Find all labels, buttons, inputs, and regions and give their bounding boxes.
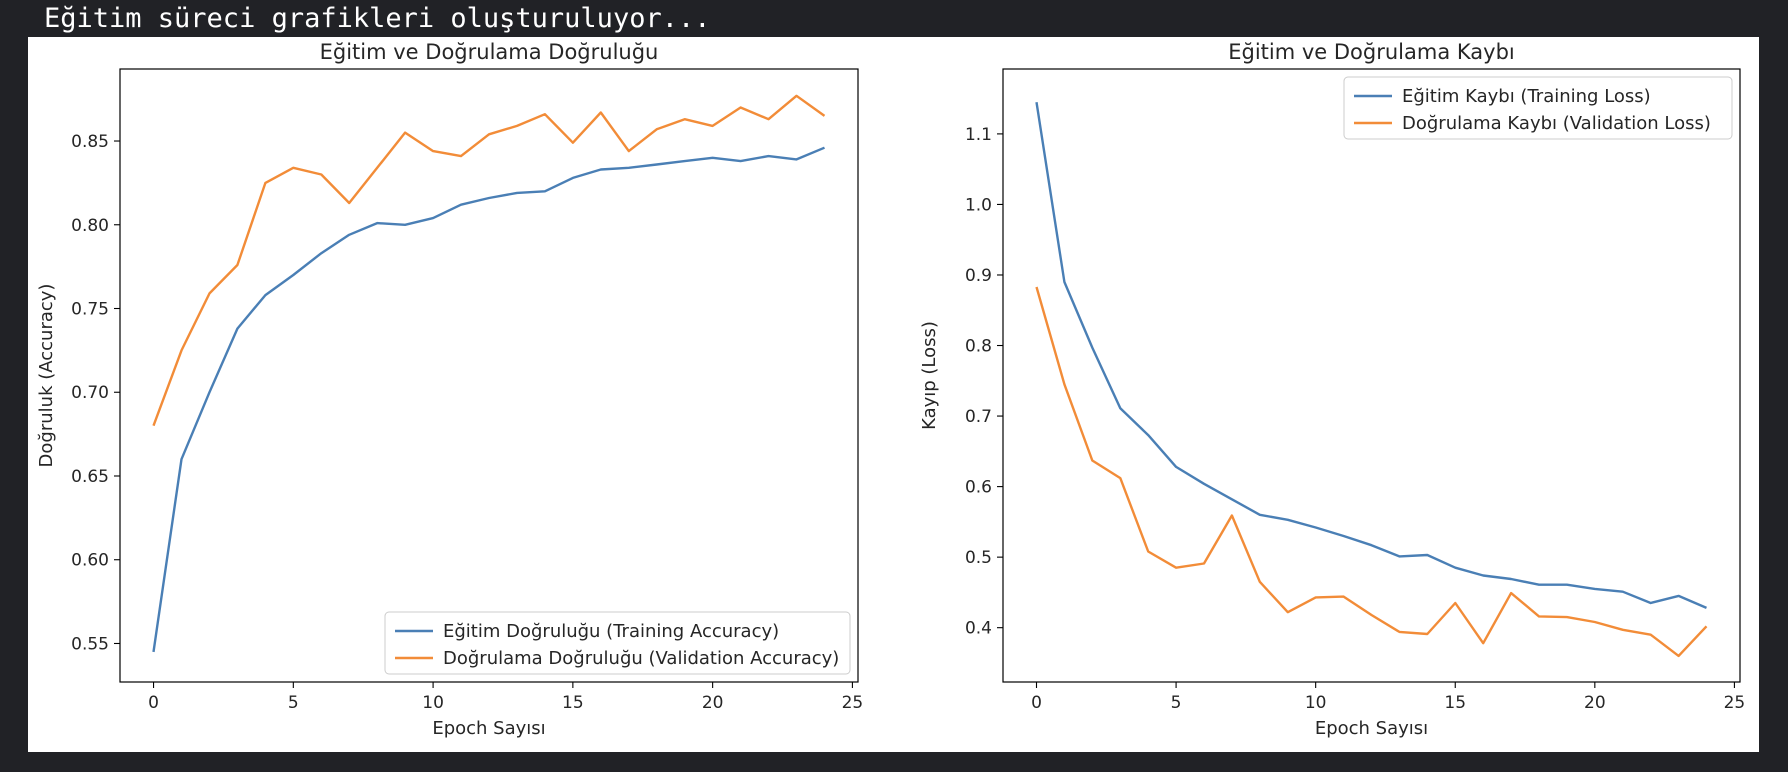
x-axis-label: Epoch Sayısı — [1315, 718, 1428, 739]
y-axis-label: Kayıp (Loss) — [919, 321, 940, 430]
x-tick-label: 0 — [148, 693, 159, 713]
y-tick-label: 1.0 — [965, 195, 992, 215]
legend-entry: Eğitim Kaybı (Training Loss) — [1402, 86, 1651, 107]
legend: Eğitim Doğruluğu (Training Accuracy) Doğr… — [384, 611, 851, 675]
validation-series-line — [1035, 286, 1708, 658]
chart-title: Eğitim ve Doğrulama Doğruluğu — [320, 40, 659, 64]
accuracy-chart: Eğitim ve Doğrulama Doğruluğu 0 5 10 15 20 25 0… — [36, 40, 863, 739]
x-tick-label: 10 — [422, 693, 444, 713]
training-series-line — [1035, 102, 1707, 610]
y-tick-label: 0.8 — [965, 337, 992, 357]
x-tick-label: 15 — [1444, 693, 1466, 713]
x-tick-label: 20 — [702, 693, 724, 713]
x-tick-label: 25 — [1724, 693, 1746, 713]
training-series-line — [152, 146, 825, 653]
legend-entry: Eğitim Doğruluğu (Training Accuracy) — [443, 621, 779, 642]
figure-canvas: Eğitim ve Doğrulama Doğruluğu 0 5 10 15 20 25 0… — [36, 40, 1745, 739]
plot-frame — [1002, 68, 1741, 683]
y-tick-label: 0.9 — [965, 266, 992, 286]
training-figure: Eğitim ve Doğrulama Doğruluğu 0 5 10 15 20 25 0… — [28, 37, 1759, 752]
loss-chart: Eğitim ve Doğrulama Kaybı 0 5 10 15 20 25 0.4 0.… — [919, 40, 1745, 739]
x-tick-label: 5 — [1171, 693, 1182, 713]
y-tick-label: 0.6 — [965, 478, 992, 498]
x-tick-label: 15 — [562, 693, 584, 713]
x-tick-label: 0 — [1031, 693, 1042, 713]
x-tick-label: 10 — [1305, 693, 1327, 713]
legend: Eğitim Kaybı (Training Loss) Doğrulama Ka… — [1343, 76, 1733, 140]
y-tick-label: 0.7 — [965, 407, 992, 427]
y-axis-label: Doğruluk (Accuracy) — [36, 284, 57, 468]
y-tick-label: 0.55 — [71, 634, 109, 654]
y-tick-label: 0.4 — [965, 619, 992, 639]
y-tick-label: 0.65 — [71, 467, 109, 487]
plot-frame — [119, 68, 859, 683]
x-axis-label: Epoch Sayısı — [432, 718, 545, 739]
y-tick-label: 0.85 — [71, 132, 109, 152]
y-tick-label: 0.5 — [965, 548, 992, 568]
y-tick-label: 0.70 — [71, 383, 109, 403]
x-tick-label: 5 — [288, 693, 299, 713]
x-tick-label: 25 — [842, 693, 864, 713]
legend-box — [1343, 76, 1733, 140]
legend-entry: Doğrulama Kaybı (Validation Loss) — [1402, 113, 1711, 134]
legend-entry: Doğrulama Doğruluğu (Validation Accuracy… — [443, 648, 839, 669]
chart-title: Eğitim ve Doğrulama Kaybı — [1228, 40, 1515, 64]
y-tick-label: 0.60 — [71, 551, 109, 571]
y-tick-label: 0.80 — [71, 216, 109, 236]
y-tick-label: 1.1 — [965, 125, 992, 145]
x-tick-label: 20 — [1584, 693, 1606, 713]
y-tick-label: 0.75 — [71, 300, 109, 320]
legend-box — [384, 611, 851, 675]
validation-series-line — [152, 94, 826, 427]
console-output-text: Eğitim süreci grafikleri oluşturuluyor..… — [44, 3, 711, 34]
